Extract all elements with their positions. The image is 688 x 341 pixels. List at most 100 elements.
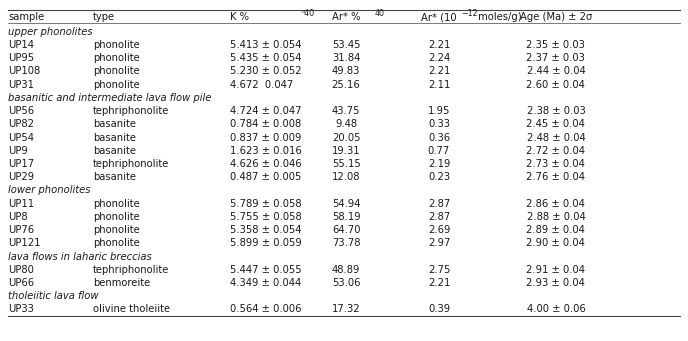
Text: basanite: basanite <box>93 146 136 156</box>
Text: 2.44 ± 0.04: 2.44 ± 0.04 <box>526 66 585 76</box>
Text: 49.83: 49.83 <box>332 66 361 76</box>
Text: UP108: UP108 <box>8 66 41 76</box>
Text: 12.08: 12.08 <box>332 172 361 182</box>
Text: 4.349 ± 0.044: 4.349 ± 0.044 <box>230 278 302 288</box>
Text: 2.21: 2.21 <box>428 278 450 288</box>
Text: UP33: UP33 <box>8 305 34 314</box>
Text: UP8: UP8 <box>8 212 28 222</box>
Text: 0.784 ± 0.008: 0.784 ± 0.008 <box>230 119 302 129</box>
Text: tholeiitic lava flow: tholeiitic lava flow <box>8 291 99 301</box>
Text: 5.899 ± 0.059: 5.899 ± 0.059 <box>230 238 302 248</box>
Text: 2.87: 2.87 <box>428 212 450 222</box>
Text: 4.626 ± 0.046: 4.626 ± 0.046 <box>230 159 302 169</box>
Text: phonolite: phonolite <box>93 225 140 235</box>
Text: phonolite: phonolite <box>93 199 140 209</box>
Text: 48.89: 48.89 <box>332 265 361 275</box>
Text: UP121: UP121 <box>8 238 41 248</box>
Text: 0.39: 0.39 <box>428 305 450 314</box>
Text: 25.16: 25.16 <box>332 80 361 90</box>
Text: 2.76 ± 0.04: 2.76 ± 0.04 <box>526 172 585 182</box>
Text: 9.48: 9.48 <box>335 119 357 129</box>
Text: 5.755 ± 0.058: 5.755 ± 0.058 <box>230 212 302 222</box>
Text: 53.45: 53.45 <box>332 40 361 50</box>
Text: 0.487 ± 0.005: 0.487 ± 0.005 <box>230 172 302 182</box>
Text: 2.89 ± 0.04: 2.89 ± 0.04 <box>526 225 585 235</box>
Text: UP14: UP14 <box>8 40 34 50</box>
Text: 5.230 ± 0.052: 5.230 ± 0.052 <box>230 66 302 76</box>
Text: 19.31: 19.31 <box>332 146 361 156</box>
Text: 55.15: 55.15 <box>332 159 361 169</box>
Text: phonolite: phonolite <box>93 80 140 90</box>
Text: 2.24: 2.24 <box>428 53 450 63</box>
Text: 20.05: 20.05 <box>332 133 361 143</box>
Text: −12: −12 <box>462 9 478 17</box>
Text: 0.36: 0.36 <box>428 133 450 143</box>
Text: 5.447 ± 0.055: 5.447 ± 0.055 <box>230 265 302 275</box>
Text: 1.95: 1.95 <box>428 106 450 116</box>
Text: moles/g): moles/g) <box>475 12 522 22</box>
Text: upper phonolites: upper phonolites <box>8 27 93 37</box>
Text: tephriphonolite: tephriphonolite <box>93 159 169 169</box>
Text: lower phonolites: lower phonolites <box>8 186 91 195</box>
Text: UP56: UP56 <box>8 106 34 116</box>
Text: 2.45 ± 0.04: 2.45 ± 0.04 <box>526 119 585 129</box>
Text: 54.94: 54.94 <box>332 199 361 209</box>
Text: 2.75: 2.75 <box>428 265 450 275</box>
Text: 0.77: 0.77 <box>428 146 450 156</box>
Text: 2.87: 2.87 <box>428 199 450 209</box>
Text: ⁰40: ⁰40 <box>301 9 314 17</box>
Text: UP54: UP54 <box>8 133 34 143</box>
Text: UP31: UP31 <box>8 80 34 90</box>
Text: UP29: UP29 <box>8 172 34 182</box>
Text: 64.70: 64.70 <box>332 225 361 235</box>
Text: UP95: UP95 <box>8 53 34 63</box>
Text: basanitic and intermediate lava flow pile: basanitic and intermediate lava flow pil… <box>8 93 212 103</box>
Text: 5.435 ± 0.054: 5.435 ± 0.054 <box>230 53 302 63</box>
Text: 73.78: 73.78 <box>332 238 361 248</box>
Text: 17.32: 17.32 <box>332 305 361 314</box>
Text: olivine tholeiite: olivine tholeiite <box>93 305 170 314</box>
Text: 2.97: 2.97 <box>428 238 450 248</box>
Text: 2.91 ± 0.04: 2.91 ± 0.04 <box>526 265 585 275</box>
Text: sample: sample <box>8 12 45 22</box>
Text: 2.86 ± 0.04: 2.86 ± 0.04 <box>526 199 585 209</box>
Text: UP82: UP82 <box>8 119 34 129</box>
Text: 4.00 ± 0.06: 4.00 ± 0.06 <box>526 305 585 314</box>
Text: 2.93 ± 0.04: 2.93 ± 0.04 <box>526 278 585 288</box>
Text: type: type <box>93 12 115 22</box>
Text: 0.564 ± 0.006: 0.564 ± 0.006 <box>230 305 302 314</box>
Text: 5.789 ± 0.058: 5.789 ± 0.058 <box>230 199 302 209</box>
Text: phonolite: phonolite <box>93 66 140 76</box>
Text: 5.358 ± 0.054: 5.358 ± 0.054 <box>230 225 302 235</box>
Text: benmoreite: benmoreite <box>93 278 150 288</box>
Text: 2.35 ± 0.03: 2.35 ± 0.03 <box>526 40 585 50</box>
Text: 4.724 ± 0.047: 4.724 ± 0.047 <box>230 106 302 116</box>
Text: 2.19: 2.19 <box>428 159 450 169</box>
Text: 4.672  0.047: 4.672 0.047 <box>230 80 294 90</box>
Text: UP76: UP76 <box>8 225 34 235</box>
Text: basanite: basanite <box>93 119 136 129</box>
Text: tephriphonolite: tephriphonolite <box>93 265 169 275</box>
Text: 43.75: 43.75 <box>332 106 361 116</box>
Text: 2.21: 2.21 <box>428 66 450 76</box>
Text: 2.60 ± 0.04: 2.60 ± 0.04 <box>526 80 585 90</box>
Text: 5.413 ± 0.054: 5.413 ± 0.054 <box>230 40 302 50</box>
Text: 0.33: 0.33 <box>428 119 450 129</box>
Text: Ar* %: Ar* % <box>332 12 361 22</box>
Text: 53.06: 53.06 <box>332 278 361 288</box>
Text: 2.38 ± 0.03: 2.38 ± 0.03 <box>526 106 585 116</box>
Text: 2.88 ± 0.04: 2.88 ± 0.04 <box>526 212 585 222</box>
Text: 2.37 ± 0.03: 2.37 ± 0.03 <box>526 53 585 63</box>
Text: 2.90 ± 0.04: 2.90 ± 0.04 <box>526 238 585 248</box>
Text: UP11: UP11 <box>8 199 34 209</box>
Text: 0.837 ± 0.009: 0.837 ± 0.009 <box>230 133 302 143</box>
Text: 1.623 ± 0.016: 1.623 ± 0.016 <box>230 146 302 156</box>
Text: 2.73 ± 0.04: 2.73 ± 0.04 <box>526 159 585 169</box>
Text: tephriphonolite: tephriphonolite <box>93 106 169 116</box>
Text: K %: K % <box>230 12 250 22</box>
Text: UP9: UP9 <box>8 146 28 156</box>
Text: basanite: basanite <box>93 133 136 143</box>
Text: UP66: UP66 <box>8 278 34 288</box>
Text: 2.21: 2.21 <box>428 40 450 50</box>
Text: 2.11: 2.11 <box>428 80 450 90</box>
